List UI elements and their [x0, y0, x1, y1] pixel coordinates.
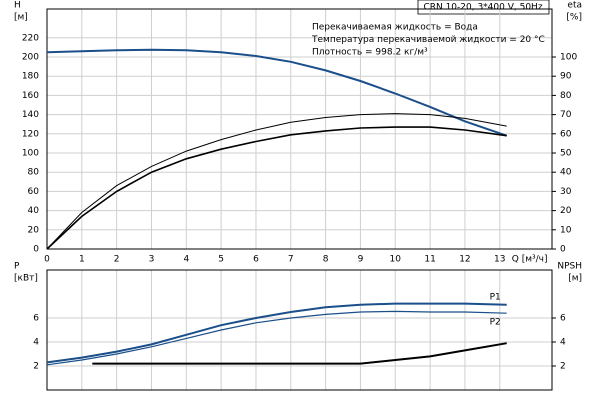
x-tick-label: 0	[44, 255, 50, 265]
y2-tick-label: 50	[560, 149, 572, 159]
y2-tick-label: 10	[560, 225, 572, 235]
series-line	[46, 126, 507, 250]
x-tick-label: 6	[253, 255, 259, 265]
x-tick-label: 12	[459, 255, 470, 265]
series-line	[46, 302, 507, 364]
y-tick-label: 4	[33, 338, 39, 348]
y-tick-label: 80	[28, 168, 40, 178]
title-box	[417, 0, 550, 15]
y-tick-label: 100	[22, 149, 39, 159]
y-tick-label: 0	[33, 245, 39, 255]
y2-tick-label: 0	[560, 245, 566, 255]
series-line	[92, 342, 507, 365]
x-tick-label: 9	[358, 255, 364, 265]
y2-tick-label: 60	[560, 129, 572, 139]
annotation: Плотность = 998.2 кг/м³	[312, 48, 428, 58]
y2-tick-label: 2	[560, 362, 566, 372]
y2-axis-unit: [м]	[568, 274, 582, 284]
y-axis-unit: [м]	[14, 13, 28, 23]
y2-tick-label: 80	[560, 91, 572, 101]
series-line	[46, 310, 507, 366]
x-tick-label: 2	[114, 255, 120, 265]
x-tick-label: 3	[149, 255, 155, 265]
y-tick-label: 220	[22, 33, 39, 43]
y-tick-label: 20	[28, 225, 40, 235]
y-tick-label: 60	[28, 187, 40, 197]
y2-tick-label: 70	[560, 110, 572, 120]
plot-frame	[46, 269, 553, 391]
series-label: P1	[490, 292, 501, 302]
y-axis-label: H	[14, 1, 21, 11]
y2-tick-label: 4	[560, 338, 566, 348]
annotation: Температура перекачиваемой жидкости = 20…	[311, 35, 545, 45]
y-axis-unit: [кВт]	[14, 274, 38, 284]
y-tick-label: 180	[22, 72, 39, 82]
y2-tick-label: 20	[560, 206, 572, 216]
y-axis-label: P	[14, 262, 20, 272]
x-tick-label: 13	[494, 255, 505, 265]
y2-tick-label: 6	[560, 314, 566, 324]
annotation: Перекачиваемая жидкость = Вода	[312, 23, 478, 33]
y2-axis-label: eta	[567, 1, 582, 11]
y-tick-label: 2	[33, 362, 39, 372]
y-tick-label: 120	[22, 129, 39, 139]
y2-axis-label: NPSH	[557, 262, 582, 272]
y-tick-label: 140	[22, 110, 39, 120]
x-tick-label: 5	[218, 255, 224, 265]
y2-tick-label: 30	[560, 187, 572, 197]
x-tick-label: 4	[183, 255, 189, 265]
y-tick-label: 6	[33, 314, 39, 324]
x-tick-label: 1	[79, 255, 85, 265]
plot-frame	[46, 8, 553, 250]
series-line	[46, 48, 508, 137]
x-tick-label: 11	[424, 255, 435, 265]
y2-tick-label: 100	[560, 53, 577, 63]
series-label: P2	[490, 318, 501, 328]
x-tick-label: 8	[323, 255, 329, 265]
x-tick-label: 7	[288, 255, 294, 265]
y-tick-label: 40	[28, 206, 40, 216]
x-axis-label: Q [м³/ч]	[512, 255, 548, 265]
y-tick-label: 200	[22, 53, 39, 63]
series-line	[46, 113, 507, 250]
y-tick-label: 160	[22, 91, 39, 101]
x-tick-label: 10	[390, 255, 402, 265]
y2-tick-label: 40	[560, 168, 572, 178]
y2-tick-label: 90	[560, 72, 572, 82]
chart-title: CRN 10-20, 3*400 V, 50Hz	[423, 3, 542, 13]
y2-axis-unit: [%]	[566, 13, 582, 23]
